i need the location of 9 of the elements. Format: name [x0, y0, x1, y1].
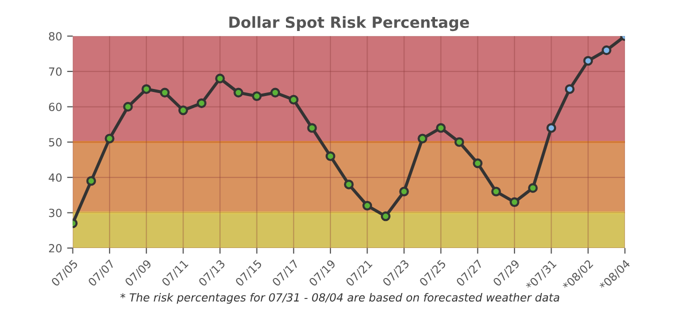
chart-title: Dollar Spot Risk Percentage: [229, 16, 469, 32]
y-tick-label: 80: [48, 32, 62, 40]
y-tick-label: 60: [48, 102, 62, 112]
y-tick-label: 50: [49, 138, 62, 146]
y-tick-label: 70: [49, 67, 62, 76]
text: * The risk percentages for 07/31 - 08/04 are based on forecasted weather data: [120, 292, 560, 304]
y-tick-label: 20: [49, 244, 62, 252]
y-tick-label: 30: [49, 208, 62, 218]
y-tick-label: 40: [48, 173, 62, 182]
